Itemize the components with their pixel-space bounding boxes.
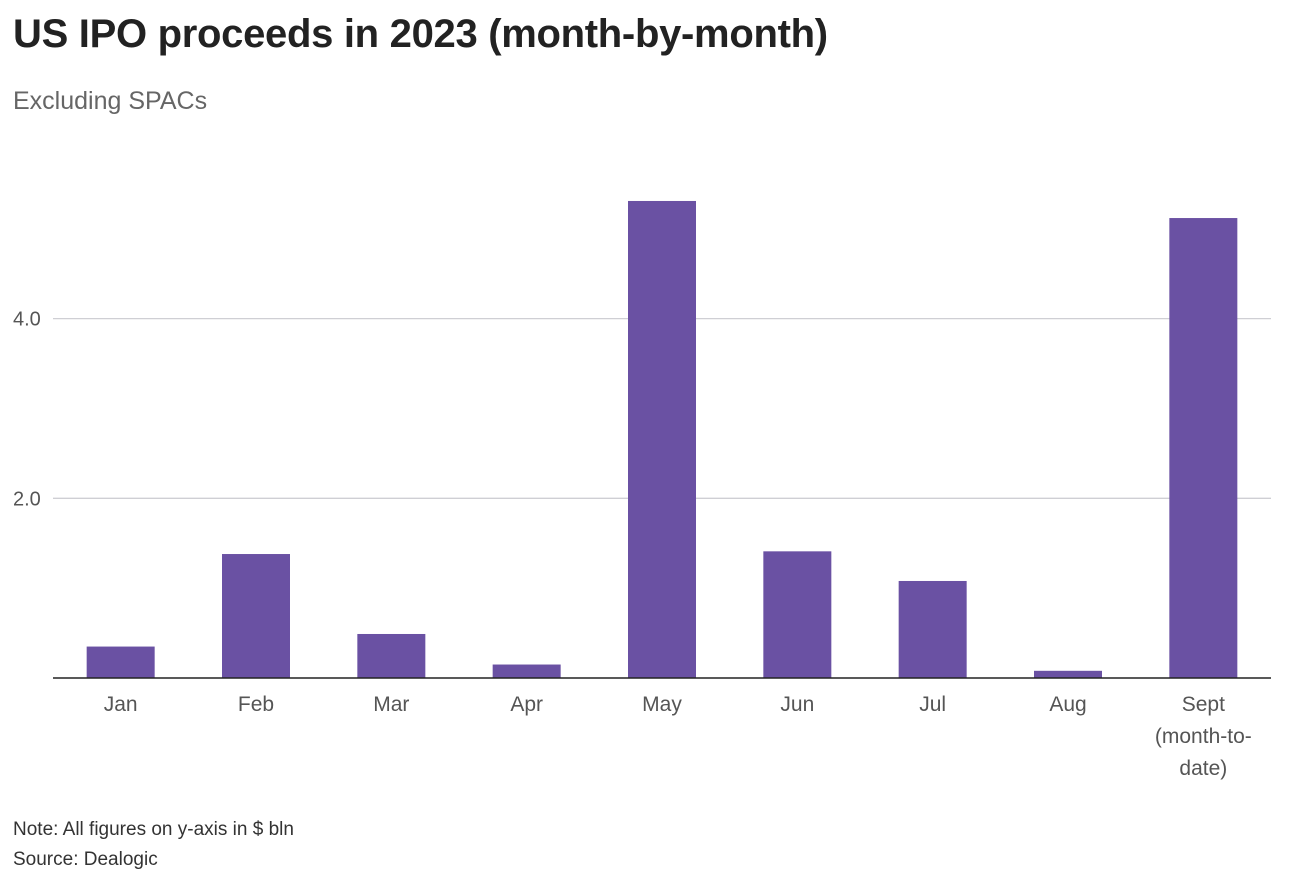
- x-tick-label: Jan: [104, 693, 138, 716]
- chart-subtitle: Excluding SPACs: [13, 87, 208, 115]
- x-tick-label: (month-to-: [1155, 725, 1252, 748]
- x-tick-label: date): [1179, 757, 1227, 780]
- x-tick-label: Sept: [1182, 693, 1225, 716]
- x-tick-label: Mar: [373, 693, 409, 716]
- category-labels: Jan Feb Mar Apr May Jun Jul Aug Sept (month-to-da…: [104, 693, 1252, 780]
- bar: [357, 633, 426, 678]
- x-tick-label: Feb: [238, 693, 274, 716]
- footer-source: Source: Dealogic: [13, 849, 158, 870]
- bar: [86, 646, 155, 678]
- chart-title: US IPO proceeds in 2023 (month-by-month): [13, 12, 828, 56]
- x-tick-label: Aug: [1049, 693, 1086, 716]
- footer-note: Note: All figures on y-axis in $ bln: [13, 819, 294, 840]
- bar-chart: 2.0 4.0 Jan Feb Mar Apr May Jun Jul Aug Sept (mont…: [13, 200, 1271, 780]
- x-tick-label: Apr: [510, 693, 543, 716]
- y-tick-label: 4.0: [13, 309, 41, 331]
- bar: [1169, 218, 1238, 678]
- bar: [492, 664, 561, 678]
- bars: [86, 200, 1238, 678]
- bar: [222, 554, 290, 678]
- bar: [898, 580, 967, 678]
- x-tick-label: May: [642, 693, 682, 716]
- bar: [628, 200, 696, 678]
- x-tick-label: Jun: [780, 693, 814, 716]
- y-tick-label: 2.0: [13, 488, 41, 510]
- x-tick-label: Jul: [919, 693, 946, 716]
- bar: [763, 551, 832, 678]
- bar: [1034, 670, 1102, 678]
